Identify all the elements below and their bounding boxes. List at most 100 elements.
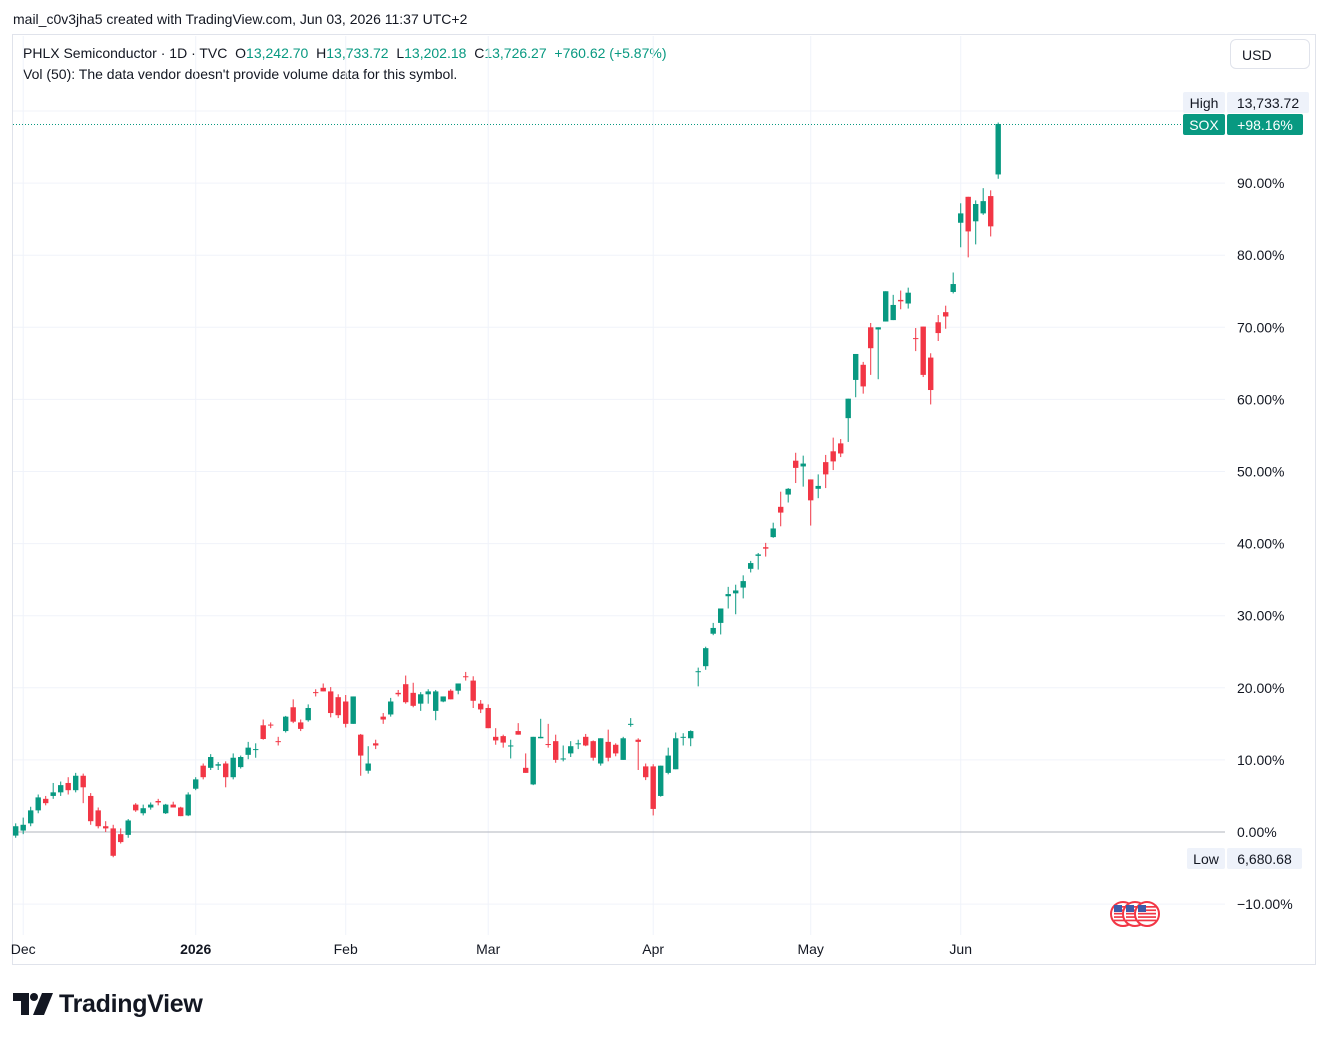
candle[interactable] [560, 745, 566, 762]
candle[interactable] [13, 823, 19, 838]
candle[interactable] [613, 743, 619, 757]
candle[interactable] [43, 795, 49, 806]
candle[interactable] [785, 488, 791, 503]
candle[interactable] [485, 704, 491, 729]
candle[interactable] [433, 689, 439, 721]
candle[interactable] [583, 733, 589, 747]
candle[interactable] [185, 792, 191, 817]
candle[interactable] [103, 821, 109, 832]
candle[interactable] [350, 696, 356, 724]
us-flag-icon[interactable] [1134, 901, 1160, 927]
candle[interactable] [853, 353, 859, 398]
candle[interactable] [538, 718, 544, 739]
candle[interactable] [268, 722, 274, 729]
candle[interactable] [928, 353, 934, 405]
candle[interactable] [58, 781, 64, 796]
candle[interactable] [200, 763, 206, 780]
candle[interactable] [755, 552, 761, 570]
candle[interactable] [688, 730, 694, 747]
candle[interactable] [373, 739, 379, 750]
candle[interactable] [140, 804, 146, 816]
candle[interactable] [470, 676, 476, 708]
candle[interactable] [665, 747, 671, 775]
candle[interactable] [860, 361, 866, 394]
candle[interactable] [260, 719, 266, 740]
candle[interactable] [658, 765, 664, 797]
candle[interactable] [88, 793, 94, 825]
candle[interactable] [748, 560, 754, 573]
candle[interactable] [770, 522, 776, 538]
candle[interactable] [733, 584, 739, 615]
candle[interactable] [605, 729, 611, 762]
candle[interactable] [515, 723, 521, 735]
candle[interactable] [133, 803, 139, 812]
candle[interactable] [403, 675, 409, 704]
candle[interactable] [335, 694, 341, 719]
candle[interactable] [883, 291, 889, 322]
candle[interactable] [343, 695, 349, 728]
candle[interactable] [673, 732, 679, 770]
candle[interactable] [110, 824, 116, 858]
candle[interactable] [230, 753, 236, 780]
candle[interactable] [125, 819, 131, 838]
candle[interactable] [703, 646, 709, 670]
candle[interactable] [845, 398, 851, 442]
candle[interactable] [800, 455, 806, 487]
candle[interactable] [365, 746, 371, 774]
candle[interactable] [455, 683, 461, 695]
candle[interactable] [650, 764, 656, 816]
candle[interactable] [725, 586, 731, 609]
candle[interactable] [815, 474, 821, 499]
candle[interactable] [508, 739, 514, 759]
candle[interactable] [448, 689, 454, 700]
candle[interactable] [320, 683, 326, 692]
candle[interactable] [598, 738, 604, 766]
candle[interactable] [478, 700, 484, 714]
candle[interactable] [313, 689, 319, 697]
candle[interactable] [283, 715, 289, 733]
economic-events[interactable] [1110, 901, 1160, 927]
candle[interactable] [553, 734, 559, 763]
candle[interactable] [793, 452, 799, 484]
candle[interactable] [118, 828, 124, 844]
candle[interactable] [238, 755, 244, 769]
candle[interactable] [868, 322, 874, 375]
candle[interactable] [530, 736, 536, 786]
candle[interactable] [358, 733, 364, 776]
candle[interactable] [523, 753, 529, 773]
candle[interactable] [253, 743, 259, 758]
candle[interactable] [20, 817, 26, 835]
candle[interactable] [950, 272, 956, 294]
candle[interactable] [943, 305, 949, 329]
candle[interactable] [395, 689, 401, 697]
candle[interactable] [463, 671, 469, 681]
candle[interactable] [425, 689, 431, 704]
candle[interactable] [290, 699, 296, 724]
candle[interactable] [890, 294, 896, 321]
candle[interactable] [905, 287, 911, 309]
candle[interactable] [193, 777, 199, 791]
candle[interactable] [935, 315, 941, 341]
candle[interactable] [493, 728, 499, 745]
candle[interactable] [763, 542, 769, 557]
candle[interactable] [163, 803, 169, 814]
candle[interactable] [965, 196, 971, 258]
tradingview-logo[interactable]: TradingView [13, 990, 203, 1018]
candle[interactable] [718, 608, 724, 635]
candle[interactable] [898, 290, 904, 310]
candle[interactable] [643, 763, 649, 781]
candle[interactable] [875, 327, 881, 380]
candle[interactable] [223, 761, 229, 788]
candle[interactable] [823, 454, 829, 489]
candle[interactable] [830, 437, 836, 471]
candle[interactable] [620, 736, 626, 760]
candle[interactable] [305, 704, 311, 722]
candle[interactable] [808, 479, 814, 526]
candle[interactable] [178, 806, 184, 817]
candle[interactable] [73, 772, 79, 793]
candle[interactable] [740, 575, 746, 599]
candle[interactable] [35, 794, 41, 814]
candle[interactable] [680, 733, 686, 746]
candle[interactable] [380, 713, 386, 724]
